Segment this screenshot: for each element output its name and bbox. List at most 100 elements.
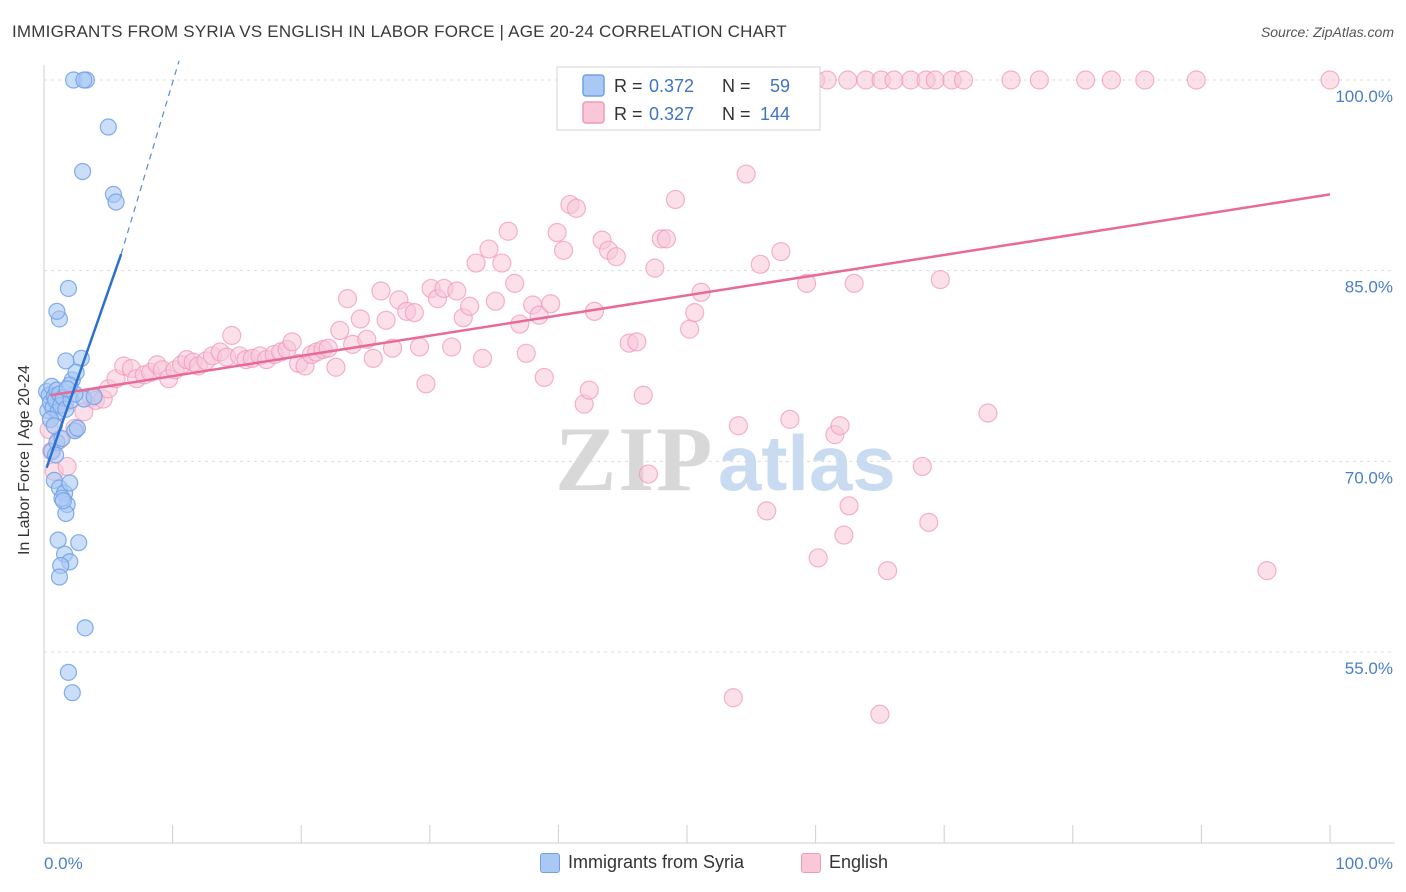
y-tick-label-0: 100.0% <box>1335 87 1393 106</box>
english-point-48 <box>330 320 350 341</box>
chart-title: IMMIGRANTS FROM SYRIA VS ENGLISH IN LABO… <box>12 22 787 41</box>
english-point-94 <box>633 385 653 405</box>
english-point-110 <box>796 273 817 293</box>
english-point-148 <box>1135 70 1155 90</box>
english-point-54 <box>371 281 391 301</box>
english-point-101 <box>685 303 705 323</box>
english-point-61 <box>416 374 436 394</box>
english-point-145 <box>1029 70 1049 90</box>
syria-point-34 <box>76 619 94 637</box>
legend-box: R = 0.372 N = 59 R = 0.327 N = 144 <box>556 66 821 131</box>
legend-r-label-syria: R = <box>614 76 643 96</box>
y-tick-label-3: 55.0% <box>1345 659 1393 678</box>
english-point-104 <box>728 416 749 436</box>
english-point-47 <box>326 357 346 377</box>
syria-point-56 <box>75 71 93 89</box>
english-point-115 <box>839 496 859 516</box>
english-point-49 <box>337 289 358 309</box>
english-point-81 <box>541 294 561 314</box>
y-tick-label-1: 85.0% <box>1345 278 1393 297</box>
english-point-107 <box>757 501 777 521</box>
syria-trend-line <box>45 253 123 469</box>
english-point-108 <box>771 242 791 262</box>
syria-point-50 <box>99 118 117 136</box>
syria-point-26 <box>61 474 79 492</box>
english-point-143 <box>953 70 974 90</box>
english-point-122 <box>978 403 998 423</box>
legend-n-label-english: N = <box>722 104 751 124</box>
english-point-65 <box>442 337 462 357</box>
english-point-135 <box>838 70 858 90</box>
english-point-96 <box>645 258 665 278</box>
english-point-138 <box>884 70 904 90</box>
english-point-149 <box>1186 70 1206 90</box>
series-english <box>39 70 1340 724</box>
english-point-83 <box>553 240 574 260</box>
syria-point-35 <box>59 663 78 681</box>
legend-n-label-syria: N = <box>722 76 751 96</box>
legend-r-value-syria: 0.372 <box>649 76 694 96</box>
x-tick-label-0: 0.0% <box>44 854 83 873</box>
english-point-77 <box>516 343 536 363</box>
english-point-99 <box>665 189 686 210</box>
syria-point-53 <box>107 193 125 211</box>
bottom-legend-item-english: English <box>801 852 888 873</box>
english-point-80 <box>534 367 554 388</box>
english-point-134 <box>817 70 837 90</box>
grid-lines <box>44 79 1395 653</box>
legend-swatch-syria <box>582 74 605 97</box>
english-point-119 <box>912 456 932 477</box>
english-point-117 <box>870 704 890 724</box>
english-point-93 <box>627 332 647 352</box>
english-point-141 <box>925 70 945 90</box>
english-point-106 <box>750 254 770 274</box>
syria-point-38 <box>59 279 78 298</box>
english-point-113 <box>830 416 850 436</box>
english-point-91 <box>606 247 626 267</box>
english-point-69 <box>466 253 486 273</box>
english-point-118 <box>878 561 898 581</box>
english-point-87 <box>579 380 599 400</box>
english-point-100 <box>679 319 700 339</box>
english-point-70 <box>472 348 493 368</box>
english-point-72 <box>485 291 505 311</box>
english-point-56 <box>382 338 403 358</box>
english-point-95 <box>638 464 659 484</box>
trend-lines <box>45 60 1331 469</box>
legend-swatch-english-bottom <box>801 852 821 873</box>
english-point-55 <box>376 310 396 330</box>
english-point-71 <box>479 239 499 259</box>
syria-point-51 <box>73 162 92 181</box>
syria-point-27 <box>54 492 72 510</box>
english-point-105 <box>736 164 756 184</box>
syria-point-36 <box>63 684 81 702</box>
english-point-73 <box>492 253 512 273</box>
english-point-75 <box>505 273 525 293</box>
english-point-121 <box>930 269 950 290</box>
x-tick-label-1: 100.0% <box>1335 854 1393 873</box>
legend-r-label-english: R = <box>614 104 643 124</box>
tick-labels: 100.0% 85.0% 70.0% 55.0% 0.0% 100.0% <box>44 87 1393 873</box>
y-tick-label-2: 70.0% <box>1345 468 1393 487</box>
legend-n-value-english: 144 <box>760 104 790 124</box>
english-trend-line <box>50 193 1331 397</box>
english-point-60 <box>409 337 430 357</box>
legend-r-value-english: 0.327 <box>649 104 694 124</box>
english-point-53 <box>363 348 383 368</box>
english-point-103 <box>723 688 743 708</box>
legend-swatch-syria-bottom <box>540 852 560 873</box>
syria-point-33 <box>70 534 88 552</box>
english-point-76 <box>510 314 530 334</box>
legend-swatch-english <box>582 101 605 124</box>
syria-point-28 <box>49 531 67 549</box>
english-point-116 <box>844 273 864 293</box>
syria-point-32 <box>50 568 69 586</box>
english-point-46 <box>318 338 338 358</box>
english-point-124 <box>1320 70 1340 90</box>
chart-source: Source: ZipAtlas.com <box>1260 24 1394 40</box>
english-point-98 <box>656 229 677 249</box>
bottom-legend-label-english: English <box>829 852 889 872</box>
english-point-59 <box>404 303 424 323</box>
watermark-atlas: atlas <box>718 419 896 507</box>
